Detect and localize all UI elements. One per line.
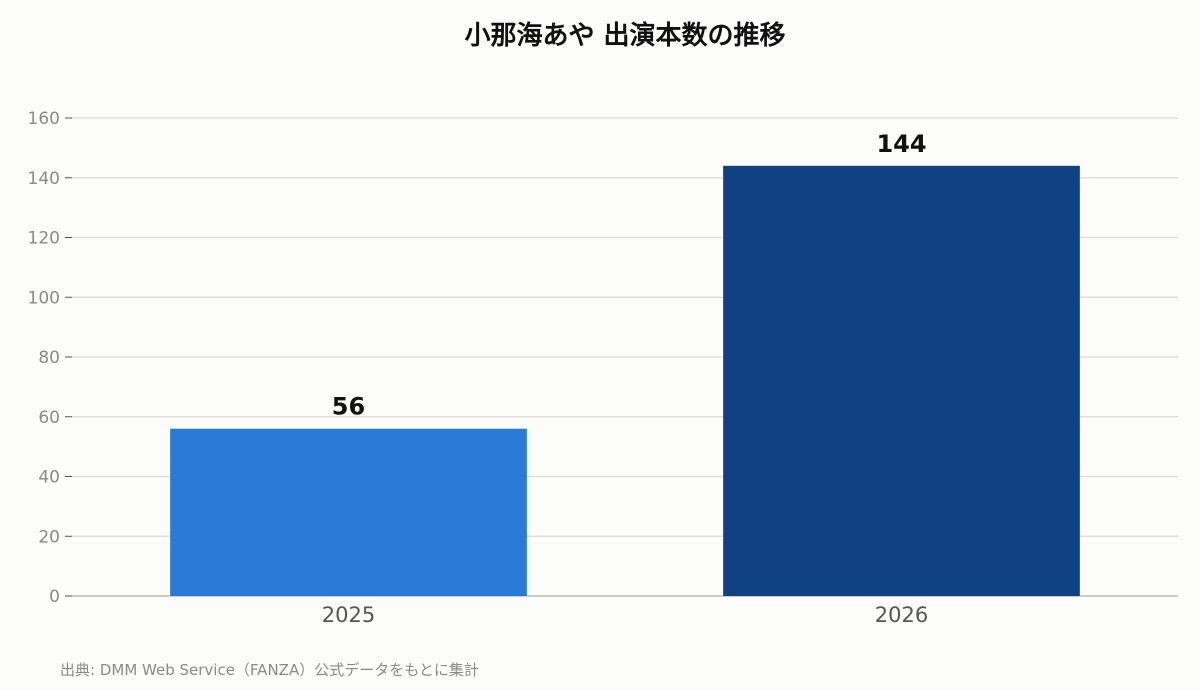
y-tick-label: 60: [38, 408, 60, 428]
y-tick-label: 20: [38, 527, 60, 547]
y-tick-label: 40: [38, 468, 60, 488]
x-axis: 2025 2026: [322, 603, 928, 627]
data-label-2025: 56: [332, 393, 365, 421]
x-tick-label-2026: 2026: [875, 603, 928, 627]
y-tick-label: 140: [28, 169, 60, 189]
source-note: 出典: DMM Web Service（FANZA）公式データをもとに集計: [60, 661, 479, 679]
y-tick-label: 0: [49, 587, 60, 607]
y-tick-label: 100: [28, 288, 60, 308]
y-tick-label: 120: [28, 229, 60, 249]
data-label-2026: 144: [876, 130, 926, 158]
y-tick-label: 80: [38, 348, 60, 368]
chart-title: 小那海あや 出演本数の推移: [464, 20, 785, 51]
y-axis: 0 20 40 60 80 100 120 140 160: [28, 109, 72, 607]
bar-2025: [170, 428, 527, 596]
data-labels: 56 144: [332, 130, 927, 421]
bar-2026: [723, 165, 1080, 597]
y-tick-label: 160: [28, 109, 60, 129]
bars: [170, 165, 1080, 597]
x-tick-label-2025: 2025: [322, 603, 375, 627]
